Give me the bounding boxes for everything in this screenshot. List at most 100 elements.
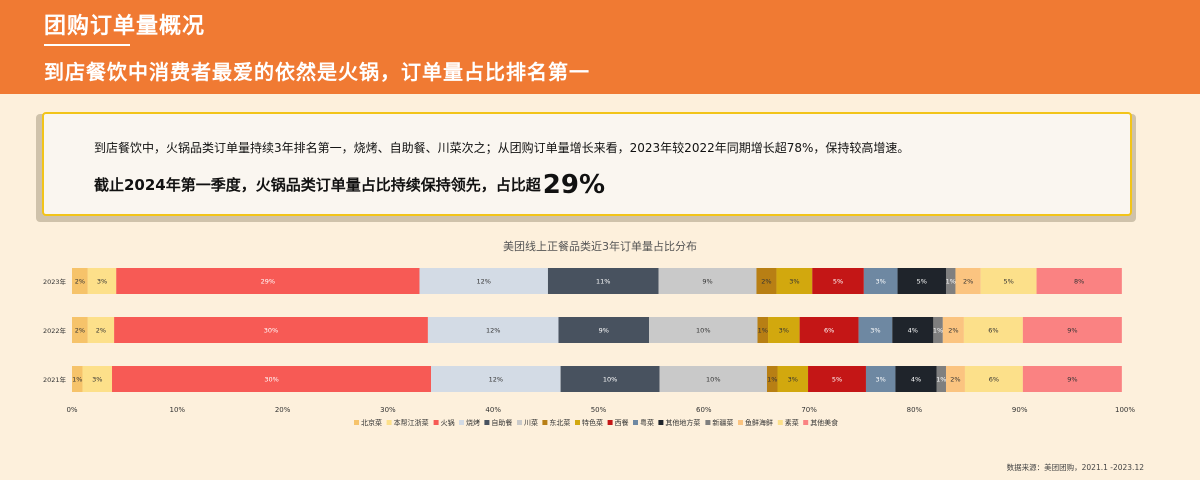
data-label: 10% xyxy=(603,376,617,384)
legend-item: 自助餐 xyxy=(491,418,512,427)
data-label: 2% xyxy=(963,278,973,286)
data-label: 9% xyxy=(1067,376,1077,384)
data-source: 数据来源：美团团购，2021.1 -2023.12 xyxy=(1006,463,1144,472)
summary-text: 到店餐饮中，火锅品类订单量持续3年排名第一，烧烤、自助餐、川菜次之；从团购订单量… xyxy=(94,141,910,155)
summary-highlight-value: 29% xyxy=(542,170,605,200)
bar-segment xyxy=(892,317,934,343)
bar-segment xyxy=(87,317,115,343)
data-label: 3% xyxy=(92,376,102,384)
data-label: 2% xyxy=(948,327,958,335)
bar-segment xyxy=(82,366,113,392)
summary-card: 到店餐饮中，火锅品类订单量持续3年排名第一，烧烤、自助餐、川菜次之；从团购订单量… xyxy=(42,112,1132,216)
bar-segment xyxy=(936,366,946,392)
legend-item: 其他美食 xyxy=(810,418,838,427)
data-label: 2% xyxy=(950,376,960,384)
data-label: 3% xyxy=(779,327,789,335)
bar-segment xyxy=(419,268,548,294)
data-label: 2% xyxy=(96,327,106,335)
legend-swatch xyxy=(386,420,392,425)
legend-swatch xyxy=(459,420,464,425)
year-axis-label: 2023年 xyxy=(43,277,67,286)
bar-segment xyxy=(776,268,813,294)
data-label: 3% xyxy=(876,278,886,286)
x-tick-label: 70% xyxy=(801,406,817,414)
data-label: 10% xyxy=(706,376,720,384)
bar-segment xyxy=(658,268,757,294)
bar-segment xyxy=(964,366,1023,392)
legend-item: 新疆菜 xyxy=(712,418,733,427)
x-tick-label: 20% xyxy=(275,406,291,414)
bar-segment xyxy=(768,317,800,343)
bar-segment xyxy=(963,317,1023,343)
legend-swatch xyxy=(517,420,522,425)
legend-swatch xyxy=(433,420,439,425)
legend-swatch xyxy=(575,420,580,425)
bar-segment xyxy=(955,268,981,294)
bar-segment xyxy=(945,366,965,392)
bar-segment xyxy=(897,268,946,294)
x-tick-label: 0% xyxy=(66,406,77,414)
legend-item: 其他地方菜 xyxy=(665,418,700,427)
bar-segment xyxy=(116,268,420,294)
data-label: 1% xyxy=(767,376,777,384)
data-label: 4% xyxy=(911,376,921,384)
legend-item: 粤菜 xyxy=(640,418,654,427)
bar-segment xyxy=(649,317,758,343)
data-label: 2% xyxy=(761,278,771,286)
legend-swatch xyxy=(777,420,783,425)
data-label: 6% xyxy=(988,327,998,335)
legend-item: 特色菜 xyxy=(582,418,603,427)
legend-swatch xyxy=(484,420,490,425)
data-label: 12% xyxy=(489,376,503,384)
bar-segment xyxy=(72,268,88,294)
bar-segment xyxy=(1036,268,1122,294)
data-label: 12% xyxy=(476,278,490,286)
legend-item: 北京菜 xyxy=(361,418,382,427)
data-label: 12% xyxy=(486,327,500,335)
legend-item: 素菜 xyxy=(785,418,799,427)
legend-swatch xyxy=(738,420,743,425)
bar-segment xyxy=(72,366,83,392)
data-label: 30% xyxy=(264,376,278,384)
bar-segment xyxy=(560,366,660,392)
x-tick-label: 30% xyxy=(380,406,396,414)
legend-swatch xyxy=(542,420,548,425)
bar-segment xyxy=(808,366,866,392)
bar-segment xyxy=(1022,317,1122,343)
bar-segment xyxy=(756,268,777,294)
data-label: 9% xyxy=(599,327,609,335)
data-label: 3% xyxy=(789,278,799,286)
data-label: 9% xyxy=(1067,327,1077,335)
legend-swatch xyxy=(633,420,638,425)
legend-item: 火锅 xyxy=(441,418,455,427)
bar-segment xyxy=(895,366,937,392)
x-tick-label: 10% xyxy=(170,406,186,414)
bar-segment xyxy=(87,268,117,294)
data-label: 5% xyxy=(833,278,843,286)
legend-item: 西餐 xyxy=(615,418,629,427)
data-label: 3% xyxy=(876,376,886,384)
year-axis-label: 2022年 xyxy=(43,326,67,335)
data-label: 3% xyxy=(97,278,107,286)
data-label: 3% xyxy=(870,327,880,335)
bar-segment xyxy=(427,317,559,343)
chart-title: 美团线上正餐品类近3年订单量占比分布 xyxy=(503,240,697,253)
data-label: 10% xyxy=(696,327,710,335)
bar-segment xyxy=(812,268,864,294)
page-subtitle: 到店餐饮中消费者最爱的依然是火锅，订单量占比排名第一 xyxy=(44,60,590,84)
year-axis-label: 2021年 xyxy=(43,375,67,384)
legend-item: 本帮江浙菜 xyxy=(394,418,429,427)
bar-segment xyxy=(799,317,859,343)
summary-highlight-text: 截止2024年第一季度，火锅品类订单量占比持续保持领先，占比超29% xyxy=(94,170,605,200)
x-tick-label: 90% xyxy=(1012,406,1028,414)
bar-segment xyxy=(112,366,432,392)
data-label: 1% xyxy=(936,376,946,384)
data-label: 2% xyxy=(75,278,85,286)
data-label: 1% xyxy=(758,327,768,335)
legend-swatch xyxy=(354,420,359,425)
bar-segment xyxy=(72,317,88,343)
bar-segment xyxy=(558,317,650,343)
bar-segment xyxy=(863,268,898,294)
data-label: 5% xyxy=(832,376,842,384)
bar-segment xyxy=(757,317,769,343)
